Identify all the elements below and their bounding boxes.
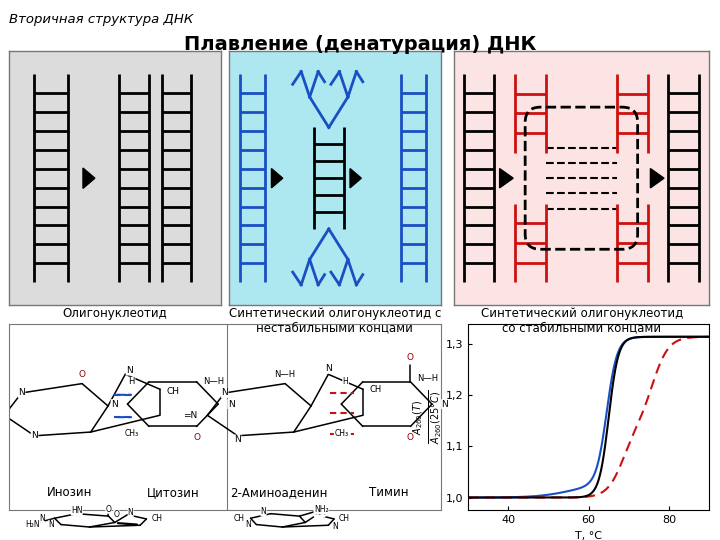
Text: N: N: [228, 400, 235, 409]
Text: HN: HN: [71, 507, 83, 515]
Text: O: O: [114, 510, 120, 518]
Text: N: N: [221, 388, 228, 397]
Text: N: N: [261, 508, 266, 516]
Text: N: N: [441, 400, 449, 409]
Polygon shape: [83, 168, 95, 188]
Text: Олигонуклеотид: Олигонуклеотид: [63, 307, 168, 320]
Text: N—H: N—H: [274, 370, 296, 379]
Text: N—H: N—H: [203, 377, 225, 386]
Text: H: H: [343, 377, 348, 386]
Text: CH: CH: [166, 387, 179, 396]
Text: =N: =N: [183, 411, 197, 420]
Text: N: N: [333, 522, 338, 531]
Polygon shape: [650, 168, 664, 188]
Text: Тимин: Тимин: [369, 486, 408, 499]
Text: Плавление (денатурация) ДНК: Плавление (денатурация) ДНК: [184, 35, 536, 54]
Text: N: N: [325, 364, 332, 373]
Text: O: O: [78, 370, 86, 379]
Y-axis label: $A_{260}(T)$
$\overline{A_{260}(25°C)}$: $A_{260}(T)$ $\overline{A_{260}(25°C)}$: [412, 390, 444, 444]
Text: Синтетический олигонуклеотид
со стабильными концами: Синтетический олигонуклеотид со стабильн…: [481, 307, 683, 335]
Text: CH: CH: [152, 515, 163, 523]
Text: CH₃: CH₃: [125, 429, 139, 438]
Text: O: O: [106, 504, 112, 514]
Text: NH: NH: [314, 508, 325, 517]
Text: O: O: [193, 433, 200, 442]
Text: N: N: [126, 366, 133, 375]
Text: CH: CH: [233, 514, 245, 523]
Text: Вторичная структура ДНК: Вторичная структура ДНК: [9, 14, 193, 26]
Text: CH₃: CH₃: [334, 429, 348, 438]
Text: N: N: [111, 400, 118, 409]
Text: N: N: [245, 520, 251, 529]
Text: N: N: [18, 388, 25, 397]
Text: N: N: [234, 435, 241, 444]
Text: CH: CH: [338, 515, 350, 523]
Polygon shape: [350, 168, 361, 188]
Text: 2-Аминоаденин: 2-Аминоаденин: [230, 486, 328, 499]
Text: CH: CH: [369, 384, 382, 394]
Text: Цитозин: Цитозин: [146, 486, 199, 499]
Text: NH₂: NH₂: [314, 505, 328, 514]
Text: H₂N: H₂N: [25, 519, 40, 529]
Text: N—H: N—H: [417, 374, 438, 382]
Text: Инозин: Инозин: [46, 486, 92, 499]
Text: N: N: [48, 520, 54, 529]
Text: Синтетический олигонуклеотид с
нестабильными концами: Синтетический олигонуклеотид с нестабиль…: [229, 307, 441, 335]
Text: O: O: [407, 353, 414, 362]
Polygon shape: [500, 168, 513, 188]
Text: N: N: [127, 508, 133, 517]
Text: O: O: [407, 433, 414, 442]
Text: N: N: [31, 431, 38, 440]
X-axis label: T, °C: T, °C: [575, 531, 602, 540]
Polygon shape: [271, 168, 283, 188]
Text: N: N: [39, 514, 45, 523]
Text: H: H: [129, 377, 135, 386]
